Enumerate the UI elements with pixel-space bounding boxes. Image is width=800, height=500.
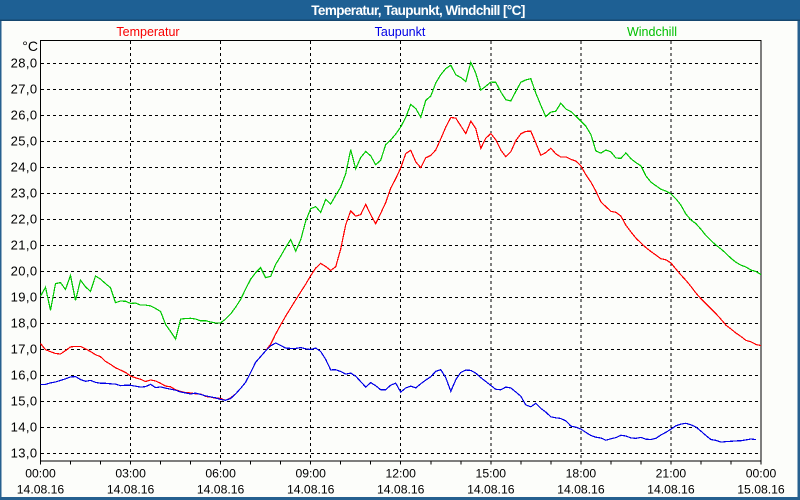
svg-text:Temperatur, Taupunkt, Windchil: Temperatur, Taupunkt, Windchill [°C]: [311, 3, 525, 18]
svg-text:16,0: 16,0: [11, 368, 38, 383]
svg-text:18:00: 18:00: [566, 467, 597, 481]
svg-text:14.08.16: 14.08.16: [557, 483, 605, 497]
svg-text:03:00: 03:00: [115, 467, 146, 481]
svg-text:17,0: 17,0: [11, 342, 38, 357]
svg-text:00:00: 00:00: [25, 467, 56, 481]
svg-text:26,0: 26,0: [11, 108, 38, 123]
svg-text:15.08.16: 15.08.16: [737, 483, 785, 497]
svg-text:14,0: 14,0: [11, 420, 38, 435]
svg-text:13,0: 13,0: [11, 446, 38, 461]
svg-text:18,0: 18,0: [11, 316, 38, 331]
svg-text:25,0: 25,0: [11, 134, 38, 149]
svg-text:15:00: 15:00: [476, 467, 507, 481]
svg-text:20,0: 20,0: [11, 264, 38, 279]
svg-text:27,0: 27,0: [11, 82, 38, 97]
svg-text:22,0: 22,0: [11, 212, 38, 227]
svg-text:19,0: 19,0: [11, 290, 38, 305]
svg-text:14.08.16: 14.08.16: [647, 483, 695, 497]
svg-text:°C: °C: [22, 38, 38, 54]
svg-text:14.08.16: 14.08.16: [17, 483, 65, 497]
svg-text:12:00: 12:00: [385, 467, 416, 481]
svg-text:28,0: 28,0: [11, 56, 38, 71]
svg-text:23,0: 23,0: [11, 186, 38, 201]
svg-text:Temperatur: Temperatur: [116, 25, 179, 39]
svg-text:Taupunkt: Taupunkt: [375, 25, 426, 39]
svg-text:21:00: 21:00: [656, 467, 687, 481]
svg-text:14.08.16: 14.08.16: [377, 483, 425, 497]
svg-text:06:00: 06:00: [205, 467, 236, 481]
svg-text:14.08.16: 14.08.16: [107, 483, 155, 497]
svg-text:14.08.16: 14.08.16: [197, 483, 245, 497]
svg-text:21,0: 21,0: [11, 238, 38, 253]
svg-text:14.08.16: 14.08.16: [287, 483, 335, 497]
svg-text:24,0: 24,0: [11, 160, 38, 175]
svg-text:09:00: 09:00: [295, 467, 326, 481]
svg-text:00:00: 00:00: [746, 467, 777, 481]
svg-text:14.08.16: 14.08.16: [467, 483, 515, 497]
svg-text:15,0: 15,0: [11, 394, 38, 409]
svg-text:Windchill: Windchill: [627, 25, 677, 39]
